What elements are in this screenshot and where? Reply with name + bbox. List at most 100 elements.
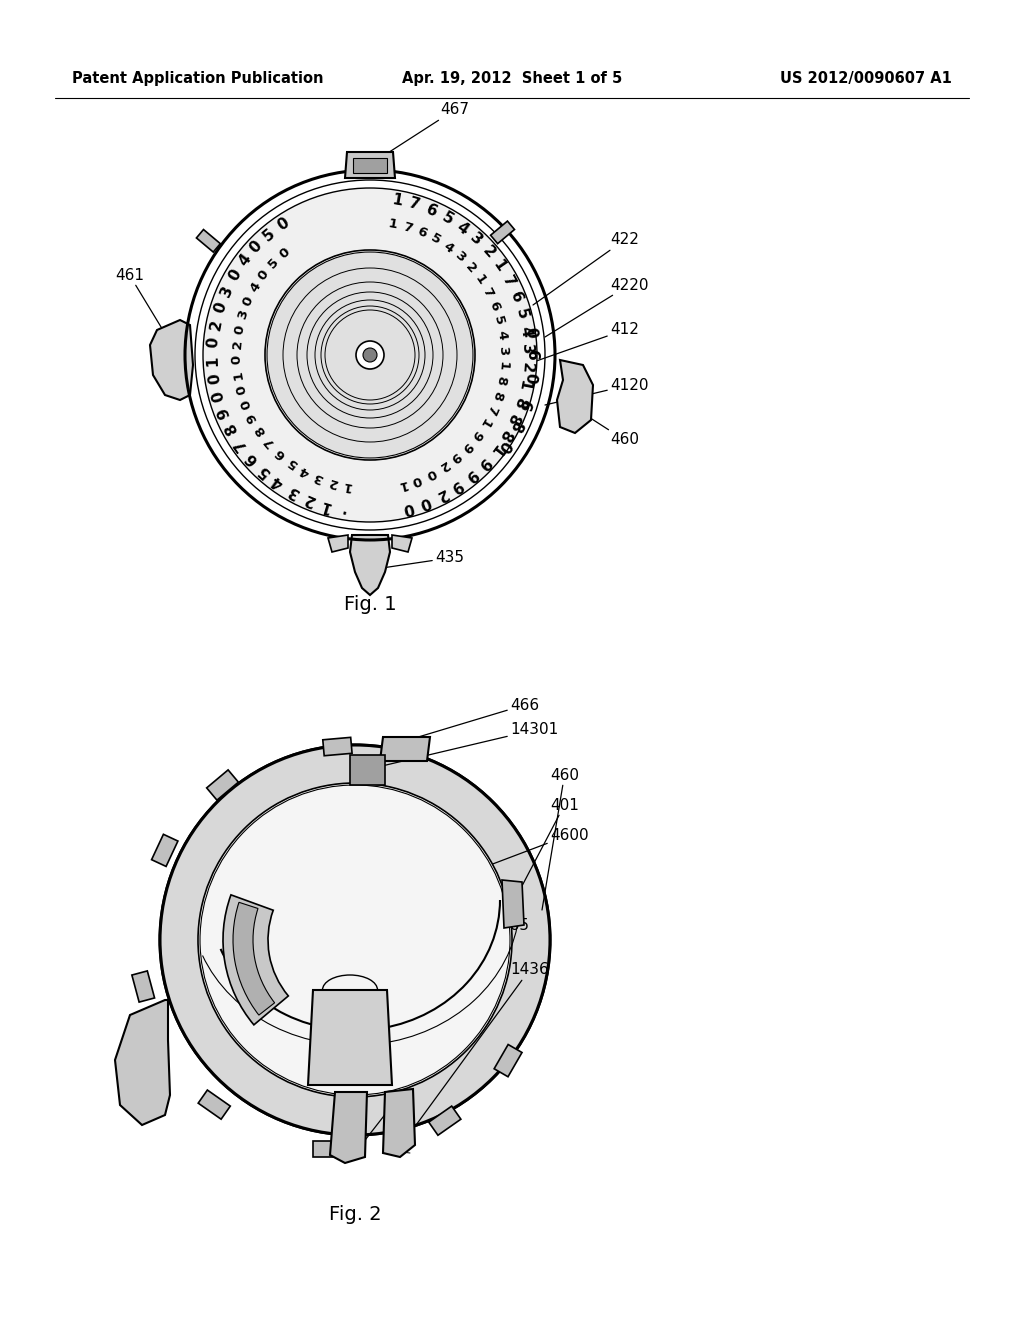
Text: 3: 3 bbox=[497, 346, 510, 355]
Circle shape bbox=[203, 187, 537, 521]
Polygon shape bbox=[557, 360, 593, 433]
Text: 2: 2 bbox=[436, 458, 451, 474]
Text: 4220: 4220 bbox=[545, 277, 648, 337]
Text: 0: 0 bbox=[256, 268, 271, 282]
Polygon shape bbox=[308, 990, 392, 1085]
Text: 465: 465 bbox=[380, 917, 529, 1018]
Text: 4: 4 bbox=[297, 463, 311, 479]
Text: 0: 0 bbox=[522, 326, 539, 339]
Polygon shape bbox=[150, 319, 193, 400]
Circle shape bbox=[356, 341, 384, 370]
Polygon shape bbox=[328, 535, 348, 552]
Text: 6: 6 bbox=[424, 202, 439, 219]
Text: 3: 3 bbox=[311, 470, 325, 486]
Text: 8: 8 bbox=[489, 388, 505, 401]
Text: 0: 0 bbox=[230, 355, 244, 364]
Text: Apr. 19, 2012  Sheet 1 of 5: Apr. 19, 2012 Sheet 1 of 5 bbox=[401, 70, 623, 86]
Text: 1: 1 bbox=[318, 496, 333, 515]
Text: 0: 0 bbox=[401, 499, 415, 516]
Text: 412: 412 bbox=[525, 322, 639, 366]
Text: 1436: 1436 bbox=[400, 962, 549, 1147]
Text: 0: 0 bbox=[276, 246, 292, 261]
Text: 4120: 4120 bbox=[545, 378, 648, 405]
Text: 9: 9 bbox=[462, 466, 480, 484]
Text: 1: 1 bbox=[486, 441, 505, 458]
Text: 9: 9 bbox=[447, 449, 463, 465]
Text: Fig. 1: Fig. 1 bbox=[344, 595, 396, 615]
Text: 9: 9 bbox=[475, 454, 493, 473]
Text: 401: 401 bbox=[512, 797, 579, 906]
Text: 6: 6 bbox=[415, 224, 429, 240]
Bar bbox=[199, 1090, 230, 1119]
Text: 4: 4 bbox=[236, 252, 254, 269]
Text: 1: 1 bbox=[231, 370, 246, 380]
Polygon shape bbox=[502, 880, 524, 928]
Text: 8: 8 bbox=[511, 395, 528, 409]
Text: 1435: 1435 bbox=[355, 993, 494, 1152]
Text: 466: 466 bbox=[406, 697, 539, 741]
Text: 7: 7 bbox=[500, 273, 518, 289]
Bar bbox=[152, 834, 178, 866]
Polygon shape bbox=[330, 1092, 367, 1163]
Text: 4: 4 bbox=[495, 330, 509, 341]
Text: 0: 0 bbox=[234, 383, 249, 396]
Text: 9: 9 bbox=[468, 428, 484, 442]
Text: 6: 6 bbox=[507, 289, 525, 305]
Text: 7: 7 bbox=[231, 436, 250, 453]
Text: 3: 3 bbox=[452, 249, 468, 265]
Text: 2: 2 bbox=[301, 491, 316, 508]
Text: 1: 1 bbox=[206, 355, 221, 366]
Text: 6: 6 bbox=[243, 449, 261, 467]
Text: 2: 2 bbox=[463, 260, 478, 276]
Text: 5: 5 bbox=[492, 314, 506, 326]
Text: 8: 8 bbox=[507, 418, 524, 434]
Text: 1: 1 bbox=[396, 477, 409, 491]
Text: 0: 0 bbox=[239, 397, 254, 411]
Text: 0: 0 bbox=[274, 215, 292, 234]
Text: 0: 0 bbox=[241, 294, 256, 308]
Circle shape bbox=[160, 744, 550, 1135]
Text: 5: 5 bbox=[439, 209, 456, 227]
Text: 0: 0 bbox=[522, 371, 539, 384]
Polygon shape bbox=[345, 152, 395, 178]
Text: 5: 5 bbox=[260, 226, 278, 244]
Polygon shape bbox=[380, 737, 430, 762]
Text: 7: 7 bbox=[408, 195, 422, 213]
Text: 7: 7 bbox=[401, 220, 414, 235]
Circle shape bbox=[198, 783, 512, 1097]
Text: 5: 5 bbox=[265, 256, 282, 271]
Text: 0: 0 bbox=[496, 437, 513, 454]
Text: 1: 1 bbox=[341, 479, 352, 494]
Text: 1: 1 bbox=[490, 257, 509, 275]
Text: 5: 5 bbox=[513, 308, 530, 322]
Polygon shape bbox=[115, 1001, 170, 1125]
Text: 3: 3 bbox=[519, 345, 535, 355]
Text: 0: 0 bbox=[410, 471, 423, 487]
Text: 6: 6 bbox=[272, 445, 288, 461]
Text: 1: 1 bbox=[496, 360, 509, 371]
Text: 3: 3 bbox=[217, 284, 236, 300]
Bar bbox=[429, 1106, 461, 1135]
Text: 461: 461 bbox=[115, 268, 175, 350]
Text: 6: 6 bbox=[486, 300, 502, 313]
Circle shape bbox=[267, 252, 473, 458]
Text: Fig. 2: Fig. 2 bbox=[329, 1205, 381, 1225]
Text: 0: 0 bbox=[212, 301, 229, 315]
Text: 7: 7 bbox=[262, 434, 278, 450]
Text: 1: 1 bbox=[472, 272, 487, 288]
Wedge shape bbox=[223, 895, 289, 1024]
Text: 8: 8 bbox=[494, 375, 508, 387]
Text: 0: 0 bbox=[206, 337, 221, 348]
Text: 0: 0 bbox=[232, 323, 247, 335]
Text: 0: 0 bbox=[207, 372, 223, 384]
Text: 2: 2 bbox=[208, 318, 224, 331]
Bar bbox=[313, 1140, 341, 1158]
Text: 435: 435 bbox=[382, 550, 464, 568]
Text: 4: 4 bbox=[517, 326, 534, 338]
Circle shape bbox=[265, 249, 475, 459]
Text: 8: 8 bbox=[496, 426, 514, 444]
Text: 7: 7 bbox=[483, 403, 500, 416]
Circle shape bbox=[200, 785, 510, 1096]
Bar bbox=[490, 220, 514, 244]
Text: 0: 0 bbox=[247, 238, 265, 256]
